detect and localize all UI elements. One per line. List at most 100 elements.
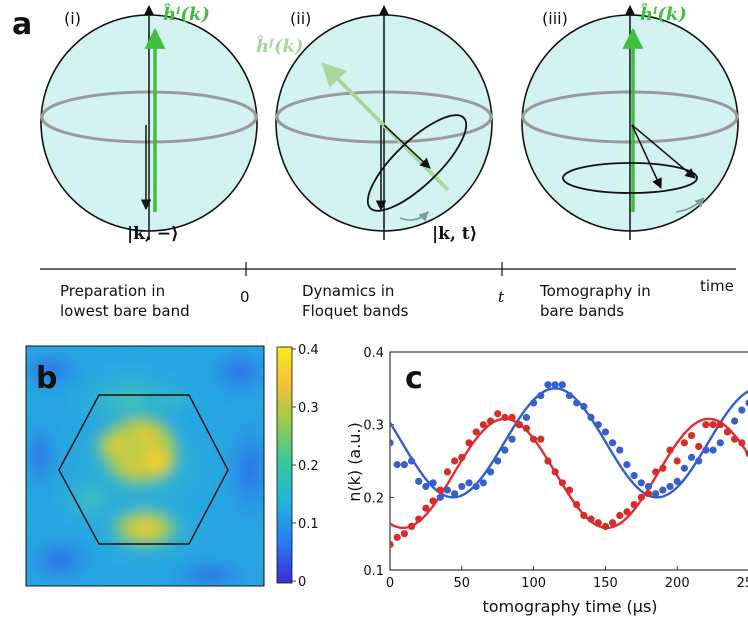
colorbar: 0.4 0.3 0.2 0.1 0 xyxy=(276,343,319,590)
y-tick-label: 0.1 xyxy=(363,564,384,579)
h-initial-label: ĥⁱ(k) xyxy=(163,2,210,25)
data-point xyxy=(479,479,487,487)
panel-a: a (i) ĥⁱ(k) |k, −⟩ (ii) ĥᶠ(k) |k, t⟩ xyxy=(12,2,739,320)
stage1-line2: lowest bare band xyxy=(60,302,190,320)
bloch-sphere-ii: (ii) ĥᶠ(k) |k, t⟩ xyxy=(256,4,493,244)
state-t-label: |k, t⟩ xyxy=(432,224,477,244)
data-point xyxy=(400,461,408,469)
data-point xyxy=(451,490,459,498)
data-point xyxy=(465,479,473,487)
data-point xyxy=(537,392,545,400)
precession-cone xyxy=(366,114,468,212)
stage3-line2: bare bands xyxy=(540,302,624,320)
data-point xyxy=(530,435,538,443)
bloch-sphere-i: (i) ĥⁱ(k) |k, −⟩ xyxy=(40,2,258,244)
data-point xyxy=(652,490,660,498)
momentum-density-map xyxy=(26,346,264,586)
data-point xyxy=(673,477,681,485)
data-point xyxy=(594,421,602,429)
colorbar-tick: 0.1 xyxy=(298,517,319,532)
data-point xyxy=(587,413,595,421)
data-point xyxy=(544,381,552,389)
data-point xyxy=(451,457,459,465)
data-point xyxy=(436,486,444,494)
data-point xyxy=(695,457,703,465)
data-point xyxy=(695,442,703,451)
data-point xyxy=(400,530,408,538)
colorbar-tick: 0 xyxy=(298,575,306,590)
data-point xyxy=(580,511,588,520)
data-point xyxy=(472,482,480,491)
data-point xyxy=(407,522,416,531)
data-point xyxy=(558,479,566,487)
data-point xyxy=(390,439,394,447)
y-tick-label: 0.2 xyxy=(363,491,384,506)
state-vector-t xyxy=(383,124,431,169)
data-point xyxy=(601,428,610,436)
data-point xyxy=(436,493,444,501)
state-minus-label: |k, −⟩ xyxy=(127,224,179,244)
data-point xyxy=(565,392,574,400)
data-point xyxy=(393,533,401,541)
data-point xyxy=(515,421,523,429)
time-axis-label: time xyxy=(700,277,734,295)
motion-arrow xyxy=(399,211,429,222)
data-point xyxy=(522,424,531,432)
data-point xyxy=(716,421,724,429)
data-point xyxy=(530,399,538,407)
data-point xyxy=(415,477,423,485)
data-point xyxy=(723,428,732,436)
panel-a-letter: a xyxy=(12,7,32,42)
data-point xyxy=(659,464,667,472)
data-point xyxy=(494,457,502,465)
data-point xyxy=(594,519,602,527)
brillouin-zone-hexagon xyxy=(58,394,229,545)
y-tick-label: 0.4 xyxy=(363,346,384,361)
data-point xyxy=(666,482,674,491)
fit-curve xyxy=(390,387,748,499)
data-point xyxy=(551,468,559,476)
data-point xyxy=(601,522,610,531)
stage1-line1: Preparation in xyxy=(60,282,165,300)
data-point xyxy=(637,493,645,501)
subpanel-label-i: (i) xyxy=(64,9,81,28)
data-point xyxy=(680,439,688,447)
data-point xyxy=(537,435,545,443)
panel-c: c 0 50 100 150 200 250 0.1 0.2 0.3 0.4 tomograph… xyxy=(345,346,748,616)
data-point xyxy=(716,439,724,447)
fit-curve xyxy=(390,417,748,530)
panel-b: b 0.4 0.3 0.2 0.1 0 xyxy=(25,343,319,590)
colorbar-tick: 0.2 xyxy=(298,459,319,474)
y-tick-label: 0.3 xyxy=(363,419,384,434)
data-point xyxy=(644,482,653,491)
data-point xyxy=(587,515,595,523)
data-point xyxy=(731,417,739,425)
data-point xyxy=(429,479,437,487)
data-point xyxy=(738,406,746,414)
y-ticks: 0.1 0.2 0.3 0.4 xyxy=(363,346,394,579)
data-point xyxy=(608,439,617,447)
data-point xyxy=(501,446,509,454)
data-point xyxy=(422,482,430,491)
data-point xyxy=(479,421,487,429)
x-axis-label: tomography time (µs) xyxy=(482,597,657,616)
state-vector-b xyxy=(631,124,696,179)
data-point xyxy=(680,464,688,472)
data-point xyxy=(407,457,416,465)
precession-orbit xyxy=(562,162,698,194)
stage2-line1: Dynamics in xyxy=(302,282,394,300)
data-point xyxy=(659,486,667,494)
data-point xyxy=(580,402,588,411)
data-point xyxy=(616,446,624,454)
data-points xyxy=(390,381,748,549)
data-point xyxy=(702,446,710,454)
data-point xyxy=(630,471,638,480)
data-point xyxy=(422,504,430,512)
tick-zero-label: 0 xyxy=(240,288,250,306)
data-point xyxy=(644,490,653,498)
h-initial-label-iii: ĥⁱ(k) xyxy=(640,2,687,25)
x-tick-label: 50 xyxy=(454,576,471,591)
data-point xyxy=(573,501,581,509)
x-ticks: 0 50 100 150 200 250 xyxy=(386,566,748,591)
data-point xyxy=(458,453,466,461)
